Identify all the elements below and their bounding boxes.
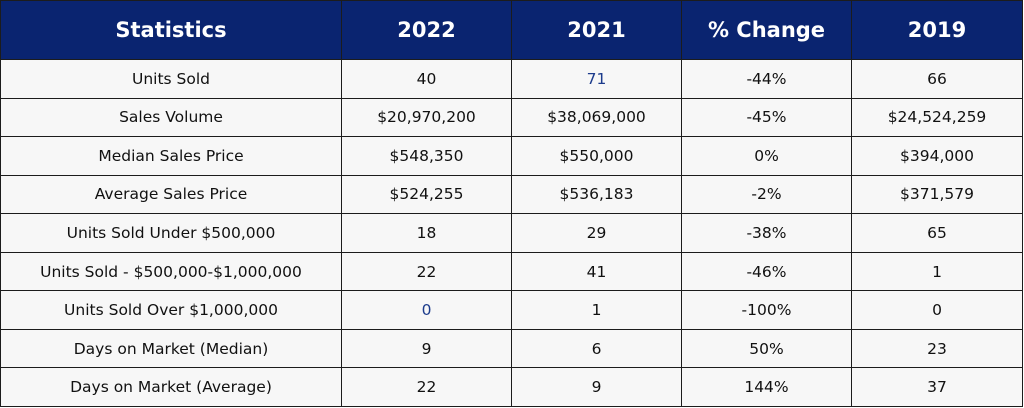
header-row: Statistics 2022 2021 % Change 2019 (0, 0, 1023, 60)
table-row: Days on Market (Average) 22 9 144% 37 (0, 367, 1023, 407)
cell-2022: $524,255 (341, 174, 512, 215)
cell-2021: 71 (511, 59, 682, 99)
table-row: Days on Market (Median) 9 6 50% 23 (0, 328, 1023, 369)
header-2021: 2021 (511, 0, 682, 60)
cell-2019: 66 (851, 59, 1023, 99)
cell-2019: 65 (851, 213, 1023, 253)
cell-percent-change: -2% (681, 174, 852, 215)
table-row: Sales Volume $20,970,200 $38,069,000 -45… (0, 97, 1023, 138)
header-2022: 2022 (341, 0, 512, 60)
table-row: Units Sold Under $500,000 18 29 -38% 65 (0, 213, 1023, 253)
cell-2021: $38,069,000 (511, 97, 682, 138)
cell-2021: 6 (511, 328, 682, 369)
cell-2022: 0 (341, 290, 512, 330)
header-2019: 2019 (851, 0, 1023, 60)
cell-2019: 23 (851, 328, 1023, 369)
cell-percent-change: 144% (681, 367, 852, 407)
cell-2021: 41 (511, 251, 682, 292)
table-row: Median Sales Price $548,350 $550,000 0% … (0, 136, 1023, 176)
header-statistics: Statistics (0, 0, 342, 60)
cell-2021: $536,183 (511, 174, 682, 215)
row-label: Days on Market (Median) (0, 328, 342, 369)
cell-percent-change: 50% (681, 328, 852, 369)
row-label: Units Sold Under $500,000 (0, 213, 342, 253)
cell-2021: 1 (511, 290, 682, 330)
row-label: Median Sales Price (0, 136, 342, 176)
cell-2019: 1 (851, 251, 1023, 292)
cell-2021: 9 (511, 367, 682, 407)
cell-2022: 18 (341, 213, 512, 253)
cell-2022: 40 (341, 59, 512, 99)
cell-percent-change: 0% (681, 136, 852, 176)
row-label: Sales Volume (0, 97, 342, 138)
cell-2019: $394,000 (851, 136, 1023, 176)
row-label: Days on Market (Average) (0, 367, 342, 407)
cell-2019: $371,579 (851, 174, 1023, 215)
cell-percent-change: -38% (681, 213, 852, 253)
cell-2019: 0 (851, 290, 1023, 330)
cell-2021: $550,000 (511, 136, 682, 176)
cell-percent-change: -100% (681, 290, 852, 330)
row-label: Units Sold - $500,000-$1,000,000 (0, 251, 342, 292)
table-row: Average Sales Price $524,255 $536,183 -2… (0, 174, 1023, 215)
cell-percent-change: -45% (681, 97, 852, 138)
header-percent-change: % Change (681, 0, 852, 60)
row-label: Units Sold (0, 59, 342, 99)
table-row: Units Sold Over $1,000,000 0 1 -100% 0 (0, 290, 1023, 330)
cell-2019: 37 (851, 367, 1023, 407)
cell-2022: $20,970,200 (341, 97, 512, 138)
cell-2022: 22 (341, 367, 512, 407)
cell-2022: $548,350 (341, 136, 512, 176)
table-row: Units Sold - $500,000-$1,000,000 22 41 -… (0, 251, 1023, 292)
cell-2022: 9 (341, 328, 512, 369)
cell-2022: 22 (341, 251, 512, 292)
table-row: Units Sold 40 71 -44% 66 (0, 59, 1023, 99)
row-label: Average Sales Price (0, 174, 342, 215)
cell-percent-change: -44% (681, 59, 852, 99)
cell-percent-change: -46% (681, 251, 852, 292)
row-label: Units Sold Over $1,000,000 (0, 290, 342, 330)
cell-2019: $24,524,259 (851, 97, 1023, 138)
cell-2021: 29 (511, 213, 682, 253)
